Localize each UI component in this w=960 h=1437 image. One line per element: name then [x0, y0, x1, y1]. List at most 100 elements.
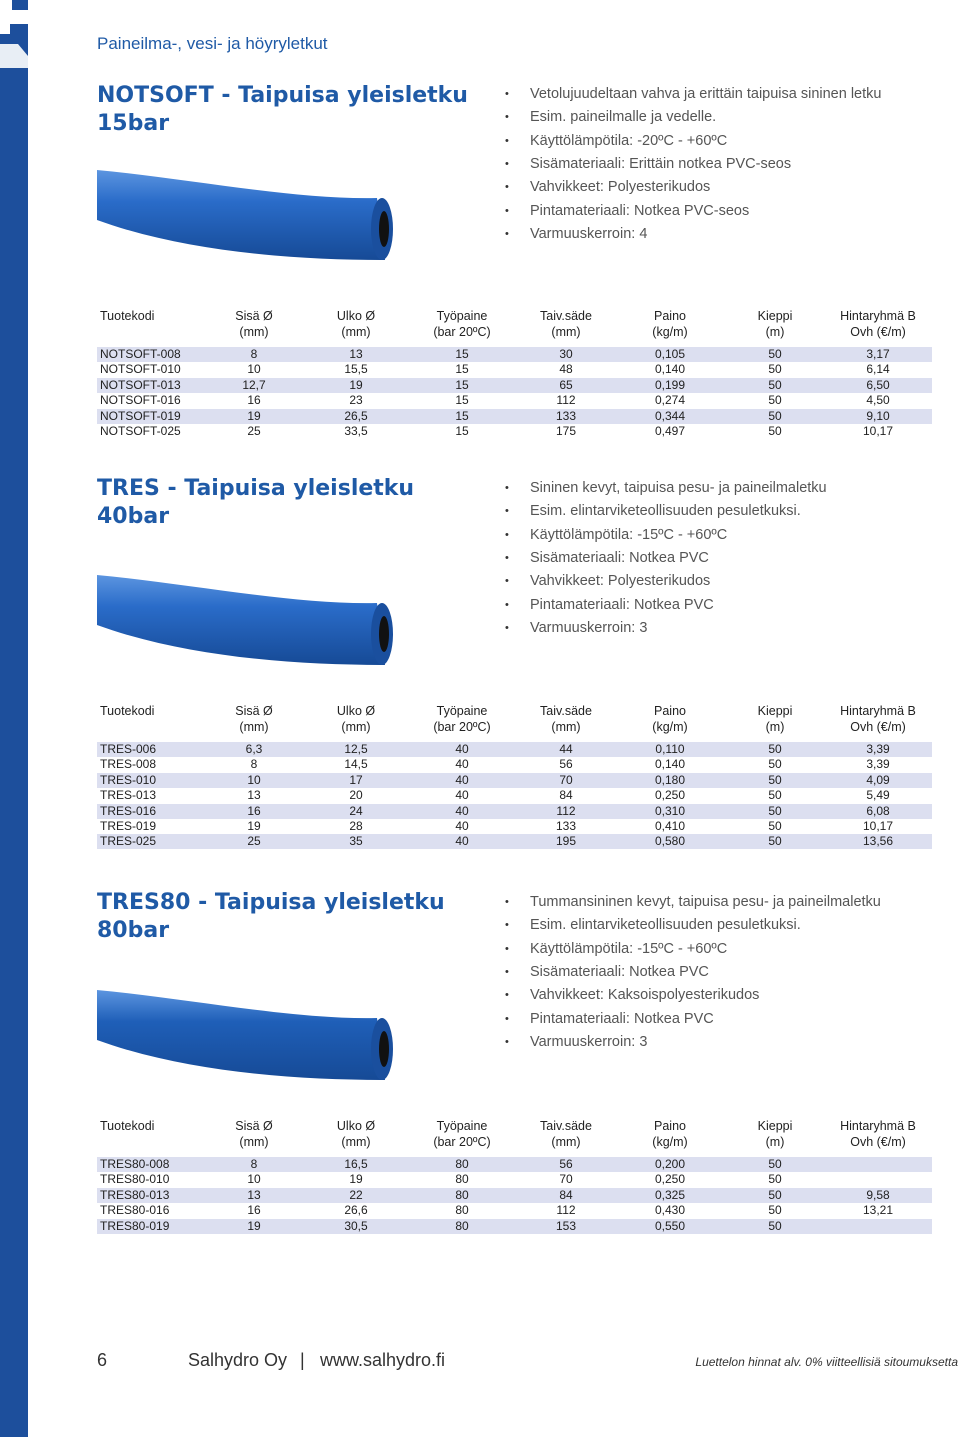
table-cell: 84 — [559, 1187, 573, 1202]
table-cell: 13 — [247, 1187, 261, 1202]
table-cell: 13 — [349, 347, 363, 361]
table-cell: 0,105 — [654, 347, 686, 361]
footer-note: Luettelon hinnat alv. 0% viitteellisiä s… — [695, 1355, 958, 1369]
table-cell: TRES-008 — [100, 757, 157, 772]
table-cell: TRES-019 — [100, 819, 157, 833]
bullet-text: Vahvikkeet: Polyesterikudos — [530, 179, 711, 196]
table-cell: 0,410 — [654, 819, 686, 833]
bullet-text: Käyttölämpötila: -15ºC - +60ºC — [530, 526, 728, 543]
table-cell: 50 — [768, 788, 782, 803]
table-cell: 28 — [349, 819, 363, 833]
table-cell: 84 — [559, 788, 573, 803]
side-bar — [0, 0, 28, 1437]
table-header: (kg/m) — [652, 720, 688, 734]
hose-image — [97, 575, 393, 665]
table-cell: 50 — [768, 393, 782, 408]
table-cell: TRES80-010 — [100, 1172, 170, 1187]
table-header: Ulko Ø — [336, 1119, 376, 1133]
table-header: (bar 20ºC) — [433, 325, 491, 339]
table-header: (kg/m) — [652, 1135, 688, 1149]
table-header: Paino — [654, 309, 686, 323]
table-header: Paino — [654, 704, 686, 718]
page-number: 6 — [97, 1350, 108, 1370]
table-cell: 0,580 — [654, 834, 686, 849]
company: Salhydro Oy — [188, 1350, 288, 1370]
section-title: NOTSOFT - Taipuisa yleisletku — [97, 83, 468, 108]
row-shade — [97, 1187, 932, 1203]
bullet-text: Esim. elintarviketeollisuuden pesuletkuk… — [530, 917, 801, 934]
table-cell: 50 — [768, 742, 782, 756]
table-header: Kieppi — [757, 704, 793, 718]
table-cell: 25 — [247, 834, 261, 849]
table-header: (bar 20ºC) — [433, 1135, 491, 1149]
table-cell: 0,180 — [654, 772, 686, 787]
bullet-text: Vetolujuudeltaan vahva ja erittäin taipu… — [530, 86, 882, 102]
bullet-text: Tummansininen kevyt, taipuisa pesu- ja p… — [530, 894, 881, 910]
table-header: Sisä Ø — [235, 1119, 273, 1133]
table-cell: 40 — [455, 742, 469, 756]
table-header: Hintaryhmä B — [840, 309, 916, 323]
table-cell: 6,3 — [245, 742, 263, 756]
table-cell: 48 — [559, 362, 573, 377]
table-cell: 80 — [455, 1187, 469, 1202]
row-shade — [97, 772, 932, 788]
table-cell: 4,50 — [866, 393, 890, 408]
table-header: (bar 20ºC) — [433, 720, 491, 734]
table-cell: NOTSOFT-016 — [100, 393, 181, 408]
table-cell: TRES-006 — [100, 742, 157, 756]
table-cell: 10 — [247, 1172, 261, 1187]
table-cell: NOTSOFT-025 — [100, 424, 181, 438]
table-cell: 40 — [455, 819, 469, 833]
table-cell: 19 — [247, 819, 261, 833]
table-header: Ulko Ø — [336, 309, 376, 323]
bullet-text: Sisämateriaali: Notkea PVC — [530, 549, 709, 566]
table-cell: 65 — [559, 377, 573, 392]
bullet-text: Käyttölämpötila: -15ºC - +60ºC — [530, 940, 728, 957]
table-cell: 19 — [247, 1218, 261, 1233]
table-cell: 50 — [768, 819, 782, 833]
table-cell: 16 — [247, 1203, 261, 1218]
section-title: 40bar — [97, 504, 170, 529]
table-cell: 8 — [250, 347, 258, 361]
table-cell: 9,10 — [866, 408, 890, 423]
table-cell — [828, 1219, 928, 1234]
row-shade — [97, 803, 932, 819]
table-cell: 8 — [250, 1157, 258, 1171]
table-cell: 44 — [559, 742, 573, 756]
table-header: (mm) — [341, 1135, 371, 1149]
table-cell: TRES-025 — [100, 834, 157, 849]
table-cell: 153 — [555, 1218, 577, 1233]
table-header: Paino — [654, 1119, 686, 1133]
table-cell: TRES80-019 — [100, 1218, 170, 1233]
table-header: (mm) — [239, 1135, 269, 1149]
table-cell: 22 — [349, 1187, 363, 1202]
table-cell: 16,5 — [344, 1157, 368, 1171]
row-shade — [97, 347, 932, 362]
bullet-text: Esim. elintarviketeollisuuden pesuletkuk… — [530, 503, 801, 520]
table-header: Tuotekodi — [100, 1119, 155, 1133]
table-cell: 0,199 — [654, 377, 686, 392]
table-cell: 0,140 — [654, 362, 686, 377]
table-cell: 40 — [455, 803, 469, 818]
table-cell: 50 — [768, 377, 782, 392]
table-cell: 12,5 — [344, 742, 368, 756]
table-cell: 50 — [768, 1157, 782, 1171]
bullet-text: Pintamateriaali: Notkea PVC — [530, 596, 714, 613]
table-cell: 25 — [247, 424, 261, 438]
section-title: 80bar — [97, 918, 170, 943]
table-cell: 15 — [455, 393, 469, 408]
table-cell: 10 — [247, 362, 261, 377]
table-header: Hintaryhmä B — [840, 1119, 916, 1133]
bullet-text: Pintamateriaali: Notkea PVC-seos — [530, 202, 750, 219]
table-cell: 3,39 — [866, 757, 890, 772]
table-cell: 50 — [768, 772, 782, 787]
bullet-text: Varmuuskerroin: 3 — [530, 619, 648, 636]
table-cell: TRES80-008 — [100, 1157, 170, 1171]
table-header: (m) — [765, 720, 785, 734]
row-shade — [97, 408, 932, 424]
bullet-text: Sisämateriaali: Erittäin notkea PVC-seos — [530, 155, 792, 172]
table-cell: 6,08 — [866, 803, 890, 818]
table-cell: 0,274 — [654, 393, 686, 408]
table-header: (kg/m) — [652, 325, 688, 339]
table-cell: 112 — [556, 803, 576, 818]
